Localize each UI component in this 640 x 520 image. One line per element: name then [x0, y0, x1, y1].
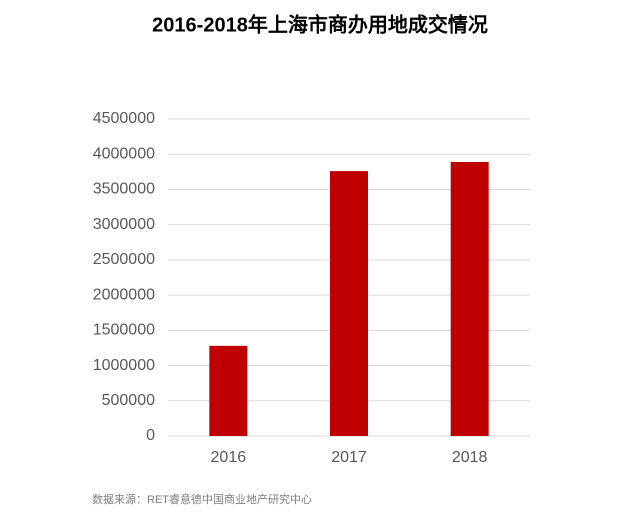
y-tick-label: 3000000: [93, 216, 155, 233]
y-tick-label: 1500000: [93, 322, 155, 339]
y-tick-label: 4000000: [93, 145, 155, 162]
bar: [450, 161, 489, 436]
y-tick-label: 3500000: [93, 181, 155, 198]
bar: [330, 171, 368, 436]
y-tick-label: 500000: [102, 392, 155, 409]
x-tick-label: 2016: [211, 449, 247, 466]
y-tick-label: 1000000: [93, 357, 155, 374]
y-tick-label: 4500000: [93, 110, 155, 127]
bar: [209, 345, 248, 436]
x-tick-label: 2018: [452, 449, 488, 466]
y-tick-label: 2000000: [93, 286, 155, 303]
y-tick-label: 0: [146, 427, 155, 444]
chart-title: 2016-2018年上海市商办用地成交情况: [152, 12, 488, 36]
source-note: 数据来源：RET睿意德中国商业地产研究中心: [92, 492, 312, 506]
x-tick-label: 2017: [331, 449, 367, 466]
y-tick-label: 2500000: [93, 251, 155, 268]
